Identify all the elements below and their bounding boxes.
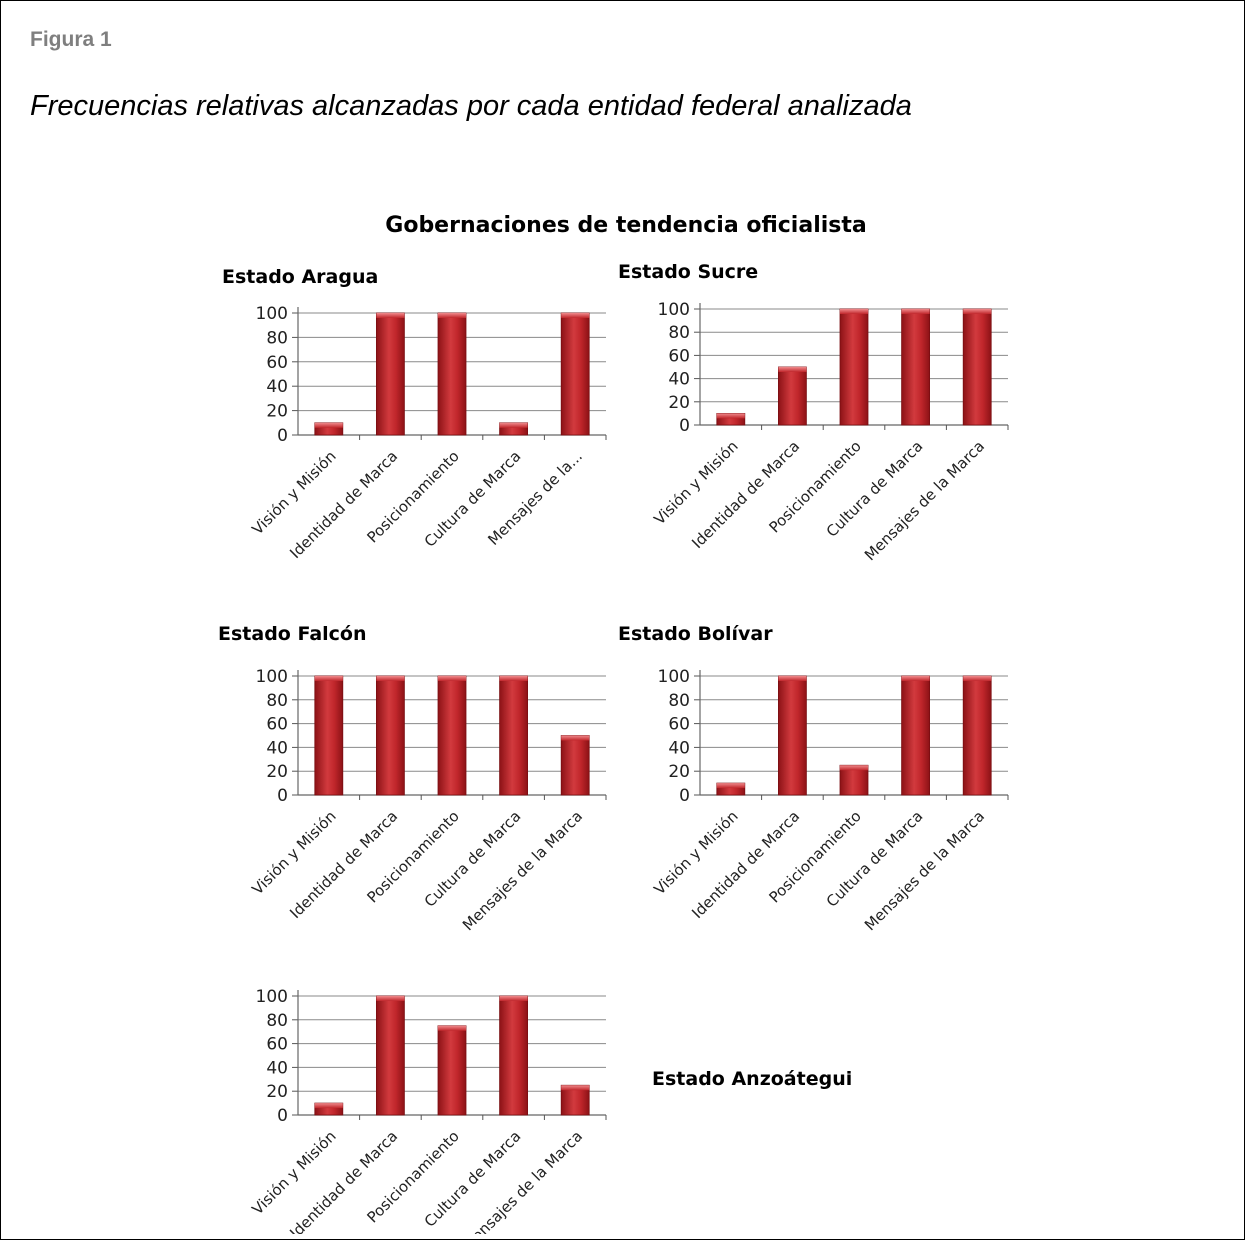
figure-label: Figura 1: [30, 28, 112, 51]
y-tick-label: 100: [256, 987, 288, 1007]
bar-cap: [314, 422, 343, 428]
y-tick-label: 20: [266, 1082, 288, 1102]
bar-cap: [778, 367, 807, 372]
y-tick-label: 60: [668, 346, 690, 366]
bar-cap: [901, 309, 930, 314]
bar-cap: [963, 309, 992, 314]
x-tick-label: Identidad de Marca: [286, 447, 401, 562]
bar-cap: [376, 676, 405, 681]
bar: [839, 308, 869, 426]
y-tick-label: 0: [679, 786, 690, 806]
bar-cap: [438, 676, 466, 681]
bar: [901, 675, 930, 796]
bar: [778, 675, 807, 796]
y-tick-label: 20: [668, 762, 690, 782]
bar-cap: [716, 783, 745, 789]
bar-cap: [499, 996, 528, 1001]
y-tick-label: 100: [658, 667, 690, 687]
y-tick-label: 80: [668, 323, 690, 343]
y-tick-label: 100: [256, 667, 288, 687]
bar-cap: [499, 422, 528, 428]
bar: [901, 308, 930, 426]
y-tick-label: 20: [266, 762, 288, 782]
y-tick-label: 60: [266, 353, 288, 373]
bar-cap: [499, 676, 528, 681]
y-tick-label: 0: [277, 426, 288, 446]
bar-cap: [840, 765, 868, 771]
bar: [962, 308, 992, 426]
bar-cap: [561, 313, 590, 318]
y-tick-label: 80: [266, 691, 288, 711]
bar-cap: [963, 676, 992, 681]
bar-cap: [314, 1103, 343, 1109]
bar: [778, 366, 807, 426]
bar: [560, 735, 590, 796]
y-tick-label: 40: [668, 370, 690, 390]
x-tick-label: Identidad de Marca: [688, 437, 803, 552]
bar: [499, 995, 529, 1116]
y-tick-label: 100: [256, 304, 288, 324]
y-tick-label: 40: [266, 738, 288, 758]
bar: [560, 312, 590, 436]
bar-cap: [778, 676, 807, 681]
y-tick-label: 20: [668, 393, 690, 413]
figure-caption: Frecuencias relativas alcanzadas por cad…: [30, 90, 912, 122]
y-tick-label: 60: [668, 715, 690, 735]
bar: [375, 675, 405, 796]
y-tick-label: 0: [277, 1106, 288, 1126]
bar: [437, 312, 467, 436]
bar: [375, 995, 405, 1116]
x-tick-label: Mensajes de la Marca: [861, 437, 988, 564]
bar-cap: [376, 996, 405, 1001]
bar-cap: [840, 309, 868, 314]
bar: [499, 675, 529, 796]
chart-title: Estado Sucre: [618, 261, 758, 283]
chart-title: Estado Bolívar: [618, 623, 773, 645]
y-tick-label: 0: [277, 786, 288, 806]
chart-title: Estado Anzoátegui: [652, 1068, 852, 1090]
y-tick-label: 40: [668, 738, 690, 758]
bar-cap: [438, 313, 466, 318]
bar: [962, 675, 992, 796]
y-tick-label: 80: [266, 1011, 288, 1031]
bar-cap: [901, 676, 930, 681]
y-tick-label: 0: [679, 416, 690, 436]
y-tick-label: 80: [266, 328, 288, 348]
x-tick-label: Mensajes de la Marca: [459, 807, 586, 934]
bar-cap: [314, 676, 343, 681]
chart-title: Estado Aragua: [222, 266, 378, 288]
y-tick-label: 60: [266, 1035, 288, 1055]
bar-cap: [561, 735, 590, 741]
super-title: Gobernaciones de tendencia oficialista: [385, 213, 866, 238]
bar: [314, 675, 344, 796]
y-tick-label: 80: [668, 691, 690, 711]
bar: [437, 675, 467, 796]
y-tick-label: 20: [266, 402, 288, 422]
bar-cap: [438, 1025, 466, 1031]
x-tick-label: Identidad de Marca: [286, 807, 401, 922]
x-tick-label: Identidad de Marca: [688, 807, 803, 922]
bar: [375, 312, 405, 436]
x-tick-label: Mensajes de la Marca: [861, 807, 988, 934]
bar-cap: [376, 313, 405, 318]
y-tick-label: 40: [266, 377, 288, 397]
chart-title: Estado Falcón: [218, 623, 367, 645]
y-tick-label: 40: [266, 1058, 288, 1078]
bar-cap: [716, 413, 745, 419]
y-tick-label: 100: [658, 300, 690, 320]
bar-cap: [561, 1085, 590, 1091]
y-tick-label: 60: [266, 715, 288, 735]
bar: [437, 1025, 467, 1116]
